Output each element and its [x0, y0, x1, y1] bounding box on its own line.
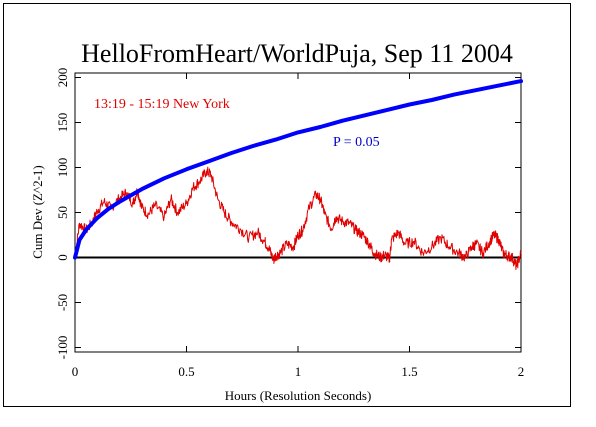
y-tick-label: 100 — [55, 158, 70, 178]
y-axis-label: Cum Dev (Z^2-1) — [30, 165, 45, 258]
time-range-annotation: 13:19 - 15:19 New York — [94, 97, 230, 112]
chart-title: HelloFromHeart/WorldPuja, Sep 11 2004 — [81, 39, 513, 68]
y-tick-label: 50 — [55, 206, 70, 219]
probability-annotation: P = 0.05 — [333, 135, 380, 150]
plot-area — [74, 72, 522, 353]
y-tick-label: 200 — [55, 68, 70, 88]
x-tick-label: 0.5 — [178, 364, 194, 379]
x-tick-label: 0 — [72, 364, 79, 379]
x-axis-label: Hours (Resolution Seconds) — [225, 388, 372, 403]
figure-frame — [3, 3, 571, 407]
probability-envelope-line — [73, 79, 523, 260]
y-tick-label: -50 — [55, 294, 70, 311]
axes: 0 0.5 1 1.5 2 -100 -50 0 50 100 150 200 — [55, 68, 524, 379]
x-tick-label: 1 — [295, 364, 302, 379]
y-tick-label: 150 — [55, 113, 70, 133]
cumulative-deviation-line — [74, 166, 522, 270]
x-tick-label: 2 — [518, 364, 525, 379]
series-layer — [73, 79, 523, 270]
y-tick-label: 0 — [55, 254, 70, 261]
x-tick-label: 1.5 — [401, 364, 417, 379]
y-tick-label: -100 — [55, 336, 70, 360]
